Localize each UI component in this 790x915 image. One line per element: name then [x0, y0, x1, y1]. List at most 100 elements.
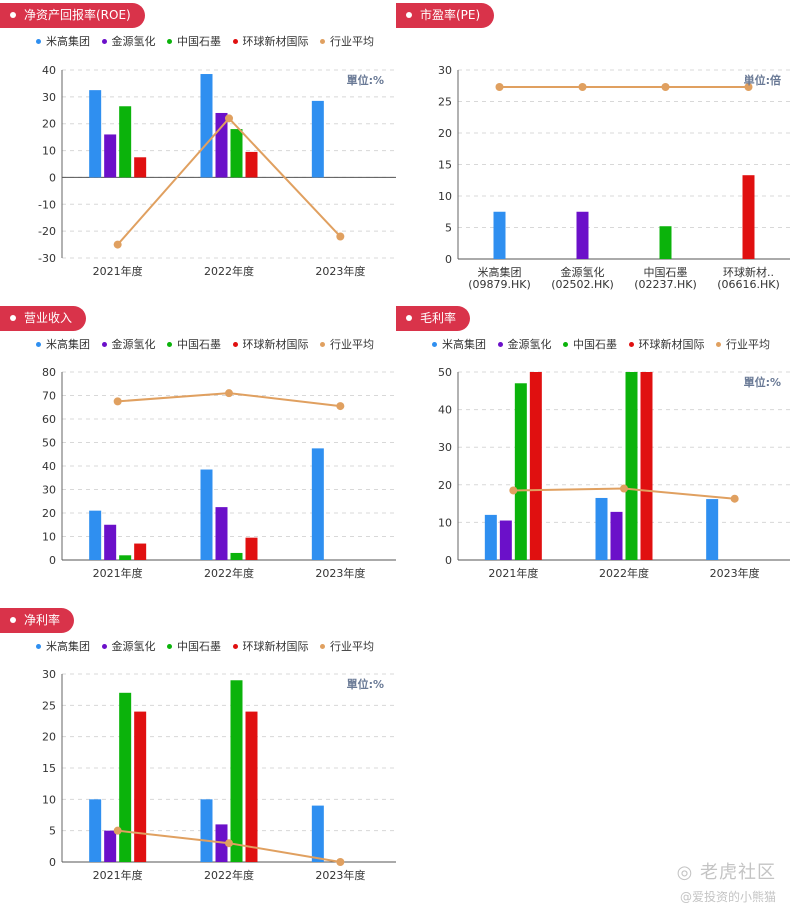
gross-title-tag: 毛利率 [396, 306, 471, 331]
x-tick-label: 2022年度 [204, 868, 254, 882]
legend-item[interactable]: 米高集团 [36, 33, 90, 49]
legend-dot-icon [232, 341, 238, 347]
bar-net [134, 711, 147, 862]
legend-label: 金源氢化 [111, 640, 156, 653]
unit-label: 單位:% [347, 677, 384, 691]
unit-label: 單位:% [347, 73, 384, 87]
legend-item[interactable]: 中国石墨 [167, 336, 221, 352]
avg-point-net [336, 858, 345, 866]
bar-roe [230, 129, 243, 178]
avg-point-revenue [113, 397, 122, 406]
legend-item[interactable]: 行业平均 [320, 638, 374, 654]
legend-label: 金源氢化 [507, 338, 552, 351]
x-tick-label: 2021年度 [93, 868, 143, 882]
y-tick-label: 80 [42, 366, 56, 379]
bar-roe [119, 106, 132, 178]
unit-label: 単位:倍 [744, 73, 781, 87]
legend-dot-icon [101, 341, 107, 347]
legend-item[interactable]: 金源氢化 [497, 336, 552, 352]
legend-dot-icon [716, 341, 721, 347]
tiger-icon: ◎ [676, 862, 700, 883]
x-tick-label: (02237.HK) [634, 278, 697, 291]
legend-dot-icon [232, 38, 238, 44]
x-tick-label: (06616.HK) [717, 278, 780, 291]
y-tick-label: 0 [49, 856, 56, 869]
x-tick-label: 中国石墨 [644, 266, 688, 279]
bar-revenue [230, 552, 243, 560]
y-tick-label: 10 [438, 190, 452, 203]
avg-line-roe [116, 116, 342, 246]
roe-legend[interactable]: 米高集团 金源氢化 中国石墨 环球新材国际 行业平均 [36, 33, 382, 49]
legend-item[interactable]: 金源氢化 [101, 336, 156, 352]
bar-roe [200, 74, 213, 178]
tag-dot-icon [406, 12, 412, 18]
legend-label: 金源氢化 [111, 35, 156, 48]
legend-label: 行业平均 [330, 35, 374, 48]
revenue-legend[interactable]: 米高集团 金源氢化 中国石墨 环球新材国际 行业平均 [36, 336, 382, 352]
bar-gross [484, 514, 497, 560]
legend-label: 环球新材国际 [242, 640, 309, 653]
tag-dot-icon [10, 617, 16, 623]
legend-item[interactable]: 中国石墨 [563, 336, 617, 352]
legend-item[interactable]: 中国石墨 [167, 638, 221, 654]
y-tick-label: 5 [49, 825, 56, 838]
y-tick-label: -30 [38, 252, 56, 265]
net-title-tag: 净利率 [0, 608, 75, 633]
y-tick-label: 50 [438, 366, 452, 379]
legend-label: 环球新材国际 [242, 338, 309, 351]
bar-net [200, 799, 213, 862]
y-tick-label: 25 [42, 699, 56, 712]
avg-point-pe [578, 83, 587, 92]
legend-dot-icon [232, 643, 238, 649]
bar-roe [89, 90, 102, 178]
bar-gross [706, 499, 719, 560]
x-tick-label: 环球新材.. [723, 265, 774, 279]
legend-item[interactable]: 行业平均 [320, 33, 374, 49]
net-title: 净利率 [24, 613, 61, 627]
avg-point-pe [661, 83, 670, 92]
legend-item[interactable]: 金源氢化 [101, 638, 156, 654]
avg-point-roe [113, 240, 122, 249]
net-legend[interactable]: 米高集团 金源氢化 中国石墨 环球新材国际 行业平均 [36, 638, 382, 654]
legend-dot-icon [36, 643, 41, 649]
legend-label: 中国石墨 [177, 640, 221, 653]
y-tick-label: 20 [438, 127, 452, 140]
legend-item[interactable]: 环球新材国际 [232, 638, 309, 654]
legend-dot-icon [167, 38, 172, 44]
y-tick-label: 5 [445, 222, 452, 235]
legend-item[interactable]: 行业平均 [716, 336, 770, 352]
y-tick-label: 20 [438, 479, 452, 492]
legend-label: 环球新材国际 [638, 338, 705, 351]
watermark-logo: ◎ 老虎社区 [677, 858, 776, 884]
legend-item[interactable]: 米高集团 [36, 638, 90, 654]
legend-item[interactable]: 米高集团 [432, 336, 486, 352]
legend-label: 行业平均 [726, 338, 770, 351]
tag-dot-icon [406, 315, 412, 321]
legend-item[interactable]: 中国石墨 [167, 33, 221, 49]
legend-item[interactable]: 环球新材国际 [232, 336, 309, 352]
avg-point-pe [495, 83, 504, 92]
bar-revenue [245, 537, 258, 560]
legend-dot-icon [320, 341, 325, 347]
y-tick-label: 30 [42, 91, 56, 104]
legend-item[interactable]: 环球新材国际 [232, 33, 309, 49]
legend-item[interactable]: 环球新材国际 [628, 336, 705, 352]
watermark-author: @爱投资的小熊猫 [679, 890, 776, 904]
y-tick-label: 15 [42, 762, 56, 775]
x-tick-label: 2022年度 [204, 566, 254, 580]
gross-panel: 毛利率 米高集团 金源氢化 中国石墨 环球新材国际 行业平均 [396, 306, 790, 591]
y-tick-label: 20 [42, 118, 56, 131]
bar-pe [493, 211, 506, 259]
legend-item[interactable]: 米高集团 [36, 336, 90, 352]
legend-item[interactable]: 行业平均 [320, 336, 374, 352]
y-tick-label: 40 [42, 460, 56, 473]
legend-dot-icon [320, 38, 325, 44]
legend-item[interactable]: 金源氢化 [101, 33, 156, 49]
gross-legend[interactable]: 米高集团 金源氢化 中国石墨 环球新材国际 行业平均 [432, 336, 778, 352]
x-tick-label: 米高集团 [478, 265, 522, 279]
legend-dot-icon [497, 341, 503, 347]
bar-revenue [104, 524, 117, 560]
avg-point-net [113, 826, 122, 835]
tag-dot-icon [10, 315, 16, 321]
